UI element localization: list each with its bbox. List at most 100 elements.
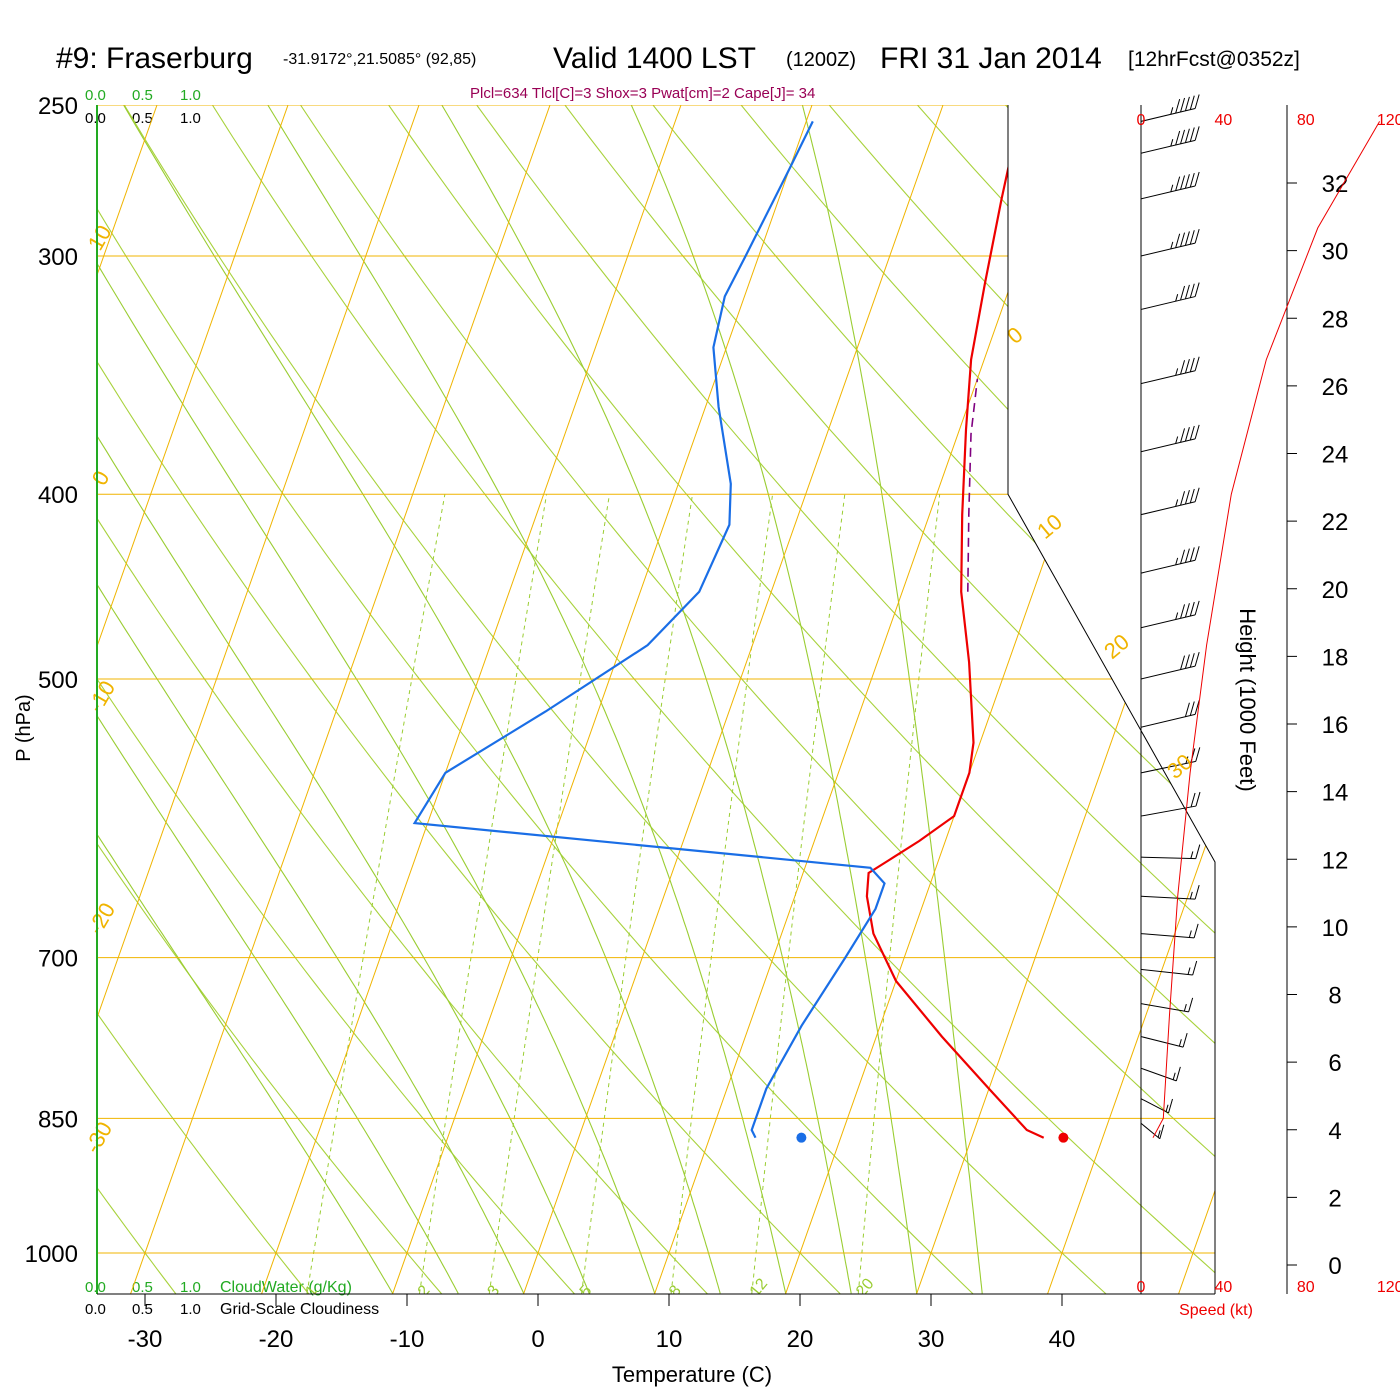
wind-barb bbox=[1140, 171, 1200, 200]
isotherm bbox=[97, 105, 301, 1294]
valid-date: FRI 31 Jan 2014 bbox=[880, 42, 1102, 75]
isotherm-label: -30 bbox=[80, 1117, 118, 1157]
wind-barb-flag bbox=[1180, 129, 1186, 144]
wind-barb bbox=[1140, 228, 1200, 257]
height-tick-label: 12 bbox=[1322, 847, 1349, 874]
mixing-ratio-line bbox=[581, 494, 693, 1294]
isotherm bbox=[1175, 105, 1215, 1294]
wind-barb-staff bbox=[1140, 614, 1196, 629]
wind-barb-flag bbox=[1184, 603, 1190, 618]
isotherm bbox=[389, 105, 825, 1294]
wind-barb-flag bbox=[1189, 173, 1195, 188]
wind-barb-half-flag bbox=[1175, 612, 1179, 620]
pressure-tick-label: 300 bbox=[38, 244, 78, 271]
isotherm bbox=[258, 105, 694, 1294]
sfc_dewpoint-marker bbox=[796, 1132, 807, 1143]
dry-adiabat bbox=[452, 105, 1215, 1294]
speed-tick-top: 120 bbox=[1377, 112, 1400, 129]
wind-barb bbox=[1140, 282, 1200, 310]
speed-tick-bottom: 120 bbox=[1377, 1279, 1400, 1296]
wind-barb-flag bbox=[1194, 424, 1200, 440]
wind-barb-half-flag bbox=[1170, 241, 1174, 250]
wind-barb-flag bbox=[1189, 601, 1195, 617]
wind-barb bbox=[1140, 997, 1194, 1013]
wind-barb-flag bbox=[1194, 651, 1200, 667]
wind-barb bbox=[1140, 487, 1200, 516]
isotherm-label: 0 bbox=[87, 466, 115, 489]
height-tick-label: 22 bbox=[1322, 509, 1349, 536]
wind-barb-flag bbox=[1175, 1066, 1181, 1081]
wind-barb-flag bbox=[1194, 546, 1200, 561]
wind-barb-flag bbox=[1180, 175, 1186, 190]
dry-adiabat bbox=[277, 105, 1215, 1294]
dry-adiabat bbox=[97, 105, 715, 1294]
dry-adiabat bbox=[626, 105, 1215, 1294]
dry-adiabat bbox=[103, 105, 1115, 1294]
valid-time: Valid 1400 LST bbox=[553, 42, 756, 75]
wind-barb-half-flag bbox=[1187, 967, 1191, 975]
height-axis-title: Height (1000 Feet) bbox=[1235, 608, 1260, 791]
wind-barb-flag bbox=[1194, 282, 1200, 297]
wind-barb-half-flag bbox=[1175, 294, 1179, 302]
wind-barb-flag bbox=[1180, 491, 1186, 506]
wind-barb-flag bbox=[1184, 548, 1190, 563]
height-tick-label: 6 bbox=[1328, 1050, 1341, 1077]
dry-adiabat bbox=[190, 105, 1215, 1294]
wind-barb-staff bbox=[1140, 713, 1196, 728]
cloud-tick-black-bottom-0: 0.0 bbox=[85, 1301, 106, 1318]
x-tick-label: 0 bbox=[531, 1326, 544, 1353]
cloud-tick-black-0: 0.0 bbox=[85, 110, 106, 127]
wind-barb-flag bbox=[1193, 923, 1199, 939]
wind-barb-flag bbox=[1189, 230, 1195, 245]
mixing-ratio-label: 5 bbox=[577, 1282, 596, 1300]
wind-barb-flag bbox=[1184, 654, 1190, 669]
wind-barb-staff bbox=[1140, 1003, 1189, 1013]
wind-barb-staff bbox=[1140, 370, 1196, 385]
height-tick-label: 16 bbox=[1322, 712, 1349, 739]
wind-barb bbox=[1140, 356, 1200, 385]
wind-barb-staff bbox=[1140, 501, 1196, 516]
wind-barb-flag bbox=[1194, 884, 1200, 900]
height-tick-label: 26 bbox=[1322, 374, 1349, 401]
parcel-line bbox=[967, 378, 979, 592]
wind-barb-flag bbox=[1175, 99, 1181, 114]
wind-barb-flag bbox=[1184, 128, 1190, 143]
wind-barb-flag bbox=[1175, 130, 1181, 146]
speed-tick-top: 80 bbox=[1297, 112, 1315, 129]
moist-adiabat bbox=[97, 105, 656, 1294]
forecast-info: [12hrFcst@0352z] bbox=[1128, 48, 1300, 71]
wind-barb-flag bbox=[1189, 283, 1195, 298]
wind-barb bbox=[1140, 94, 1200, 122]
speed-tick-top: 0 bbox=[1137, 112, 1146, 129]
wind-barb-flag bbox=[1188, 997, 1194, 1013]
temperature-line bbox=[865, 121, 1045, 1139]
pressure-tick-label: 250 bbox=[38, 93, 78, 120]
wind-barb bbox=[1140, 126, 1200, 154]
mixing-ratio-label: 8 bbox=[666, 1282, 685, 1300]
wind-barb-flag bbox=[1184, 231, 1190, 246]
cloud-tick-green-bottom-1: 0.5 bbox=[132, 1279, 153, 1296]
pressure-tick-label: 400 bbox=[38, 482, 78, 509]
wind-barb-staff bbox=[1140, 108, 1196, 122]
wind-barb-flag bbox=[1182, 1033, 1188, 1048]
wind-barb-flag bbox=[1184, 489, 1190, 505]
wind-barb-staff bbox=[1140, 1122, 1161, 1140]
wind-barbs bbox=[1140, 94, 1201, 1140]
wind-barb-staff bbox=[1140, 933, 1195, 939]
isotherm-label: 10 bbox=[1032, 509, 1067, 544]
wind-barb-half-flag bbox=[1165, 1104, 1169, 1112]
cloudwater-label: CloudWater (g/Kg) bbox=[220, 1279, 352, 1296]
wind-barb bbox=[1140, 844, 1201, 860]
wind-barb bbox=[1140, 1122, 1165, 1140]
isotherm-label: 0 bbox=[1002, 322, 1027, 349]
wind-barb-half-flag bbox=[1157, 1130, 1161, 1138]
wind-barb-staff bbox=[1140, 760, 1196, 774]
cloud-tick-green-0: 0.0 bbox=[85, 87, 106, 104]
mixing-ratio-line bbox=[751, 494, 846, 1294]
wind-barb-staff bbox=[1140, 438, 1196, 453]
height-tick-label: 30 bbox=[1322, 239, 1349, 266]
wind-barb-half-flag bbox=[1175, 557, 1179, 566]
wind-barb-staff bbox=[1140, 665, 1196, 680]
wind-barb-half-flag bbox=[1175, 436, 1179, 444]
